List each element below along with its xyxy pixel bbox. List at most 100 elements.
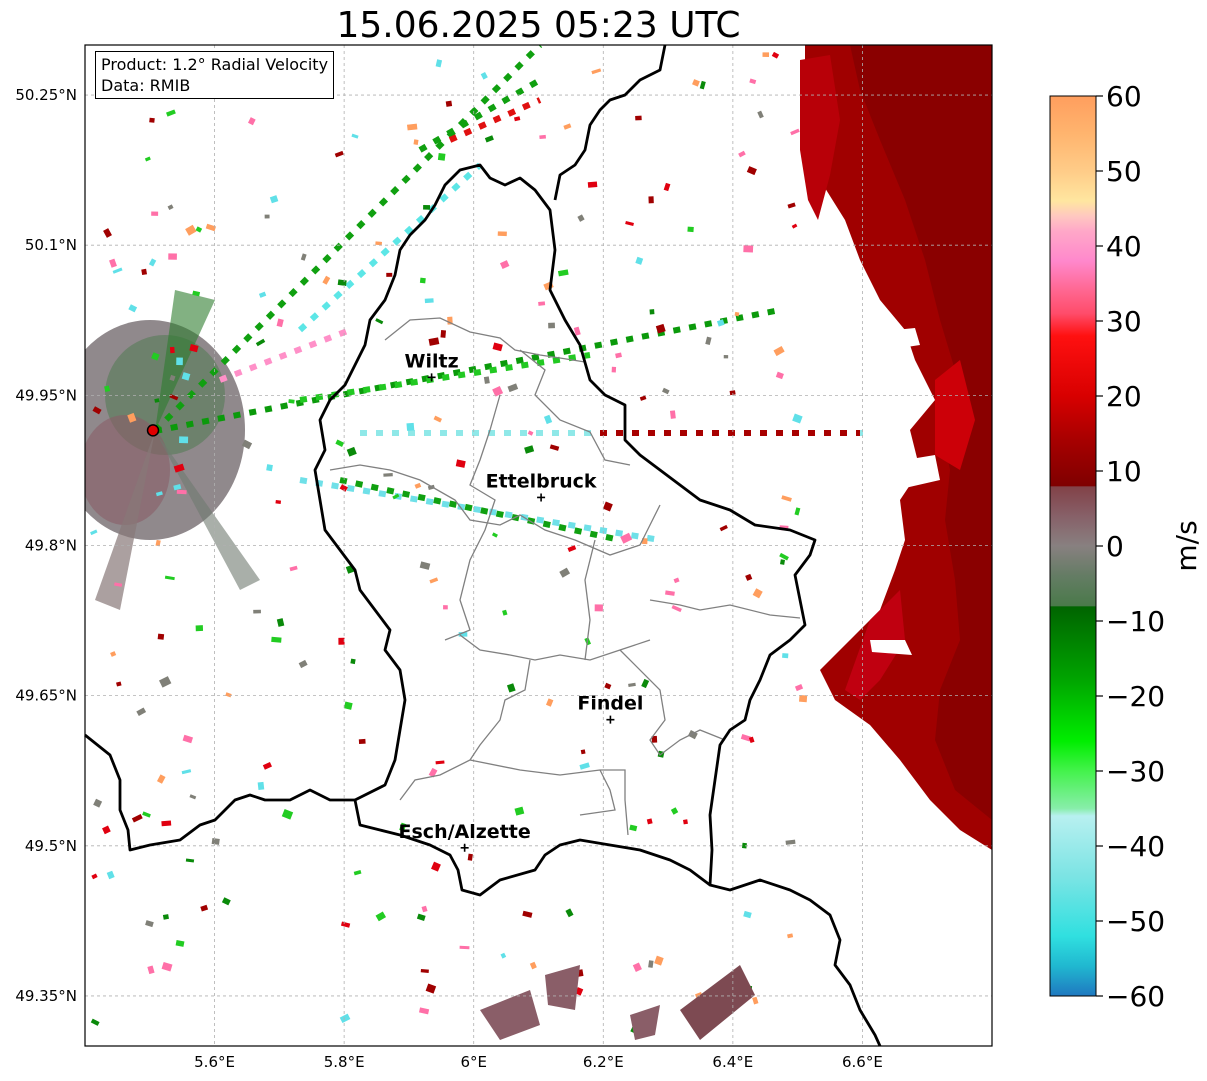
lon-tick-label: 6°E bbox=[460, 1053, 487, 1071]
echo-speckle bbox=[428, 767, 438, 778]
echo-speckle bbox=[161, 820, 172, 827]
echo-speckle bbox=[752, 588, 763, 599]
echo-speckle bbox=[131, 814, 143, 823]
echo-speckle bbox=[641, 678, 650, 689]
echo-speckle bbox=[787, 202, 796, 209]
echo-speckle bbox=[611, 366, 617, 373]
city-label: Ettelbruck bbox=[486, 470, 597, 492]
echo-speckle bbox=[151, 211, 159, 216]
echo-speckle bbox=[421, 905, 428, 913]
echo-speckle bbox=[192, 290, 201, 297]
echo-speckle bbox=[142, 811, 151, 818]
echo-speckle bbox=[514, 806, 525, 816]
echo-speckle bbox=[762, 52, 770, 57]
radar-clutter bbox=[85, 415, 170, 525]
canton-borders bbox=[329, 317, 801, 836]
city-marker bbox=[606, 715, 615, 724]
echo-speckle bbox=[615, 352, 622, 359]
echo-speckle bbox=[491, 532, 498, 538]
echo-speckle bbox=[757, 110, 764, 119]
echo-speckle bbox=[136, 707, 147, 717]
echo-speckle bbox=[549, 444, 560, 451]
echo-speckle bbox=[792, 413, 803, 424]
echo-speckle bbox=[128, 304, 138, 313]
echo-speckle bbox=[782, 653, 789, 659]
echo-speckle bbox=[649, 309, 655, 315]
echo-speckle bbox=[93, 798, 103, 808]
luxembourg-border bbox=[313, 163, 817, 897]
echo-speckle bbox=[211, 838, 220, 845]
echo-speckle bbox=[749, 78, 757, 85]
colorbar-label: m/s bbox=[1170, 520, 1203, 571]
echo-speckle bbox=[559, 567, 571, 578]
echo-speckle bbox=[663, 182, 671, 192]
echo-speckle bbox=[112, 267, 123, 274]
echo-speckle bbox=[639, 395, 647, 401]
echo-speckle bbox=[507, 383, 519, 393]
echo-speckle bbox=[322, 275, 331, 285]
echo-speckle bbox=[195, 625, 204, 632]
echo-speckle bbox=[467, 853, 473, 861]
germany-border bbox=[553, 44, 667, 201]
echo-speckle bbox=[281, 808, 294, 820]
echo-speckle bbox=[502, 609, 508, 616]
colorbar-tick-label: 50 bbox=[1106, 155, 1142, 188]
colorbar-tick-label: 20 bbox=[1106, 380, 1142, 413]
echo-speckle bbox=[288, 399, 295, 404]
echo-speckle bbox=[543, 414, 553, 425]
echo-speckle bbox=[445, 100, 453, 107]
echo-speckle bbox=[241, 439, 253, 450]
echo-speckle bbox=[743, 910, 752, 919]
echo-speckle bbox=[343, 701, 353, 710]
lon-tick-label: 6.4°E bbox=[712, 1053, 753, 1071]
radial-streaks bbox=[152, 45, 870, 543]
echo-speckle bbox=[221, 897, 231, 906]
echo-speckle bbox=[635, 256, 644, 265]
echo-speckle bbox=[745, 573, 753, 581]
city-label: Wiltz bbox=[405, 350, 459, 372]
echo-speckle bbox=[179, 436, 189, 444]
echo-speckle bbox=[116, 681, 122, 687]
echo-speckle bbox=[253, 609, 261, 614]
echo-speckle bbox=[740, 733, 752, 742]
echo-speckle bbox=[185, 224, 197, 236]
echo-speckle bbox=[781, 495, 792, 502]
echo-speckle bbox=[492, 342, 503, 352]
east-precip-edge bbox=[800, 55, 840, 220]
echo-speckle bbox=[200, 904, 209, 912]
echo-speckle bbox=[155, 491, 163, 497]
echo-speckle bbox=[110, 651, 117, 657]
echo-speckle bbox=[205, 223, 216, 232]
echo-speckle bbox=[683, 819, 688, 825]
echo-speckle bbox=[298, 659, 308, 669]
echo-speckle bbox=[687, 226, 694, 233]
echo-speckle bbox=[386, 272, 393, 277]
echo-speckle bbox=[743, 245, 754, 253]
colorbar-tick-label: −50 bbox=[1106, 905, 1165, 938]
precip-gap bbox=[895, 328, 920, 348]
echo-speckle bbox=[723, 355, 729, 359]
echo-speckle bbox=[155, 539, 161, 547]
info-box: Product: 1.2° Radial Velocity Data: RMIB bbox=[95, 51, 335, 99]
echo-speckle bbox=[538, 301, 546, 306]
echo-speckle bbox=[440, 330, 447, 338]
echo-speckle bbox=[646, 818, 653, 825]
echo-speckle bbox=[353, 869, 362, 876]
data-source-label: Data: RMIB bbox=[101, 76, 191, 95]
echo-speckle bbox=[746, 166, 757, 176]
echo-speckle bbox=[557, 269, 569, 277]
echo-speckle bbox=[248, 117, 256, 126]
colorbar-tick-label: −60 bbox=[1106, 980, 1165, 1013]
echo-speckle bbox=[752, 996, 759, 1005]
echo-speckle bbox=[429, 577, 439, 584]
echo-speckle bbox=[580, 749, 586, 755]
echo-speckle bbox=[480, 71, 488, 80]
echo-speckle bbox=[602, 501, 613, 512]
colorbar-tick-label: 60 bbox=[1106, 80, 1142, 113]
echo-speckle bbox=[392, 493, 400, 500]
echo-speckle bbox=[338, 637, 345, 645]
colorbar-tick-label: 30 bbox=[1106, 305, 1142, 338]
echo-speckle bbox=[383, 473, 393, 477]
echo-speckle bbox=[169, 346, 175, 354]
echo-speckle bbox=[628, 682, 636, 687]
